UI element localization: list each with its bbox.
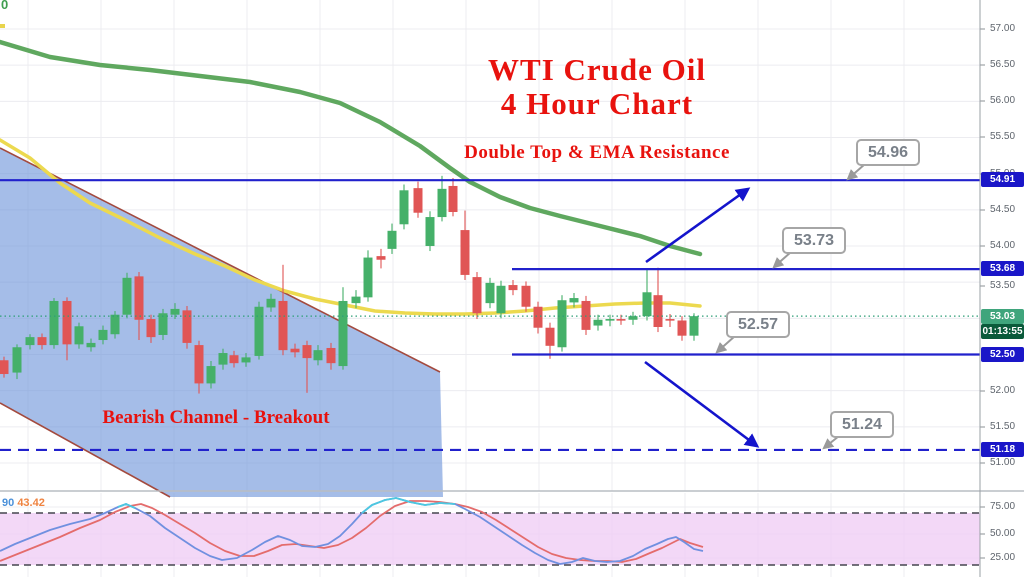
oscillator-k-line-overbought [117,503,136,509]
oscillator-k-line-overbought [361,497,456,514]
callout-tail-54.96 [846,163,866,181]
breakout-arrow-up[interactable] [645,187,751,264]
ema-slow-green[interactable] [0,39,703,257]
oscillator-band [0,512,980,566]
callout-tail-52.57 [715,335,736,354]
bearish-channel[interactable] [0,147,443,498]
callout-tail-53.73 [772,251,792,269]
callout-tail-51.24 [822,435,840,450]
breakdown-arrow-down[interactable] [644,360,760,448]
candlesticks [0,175,699,394]
